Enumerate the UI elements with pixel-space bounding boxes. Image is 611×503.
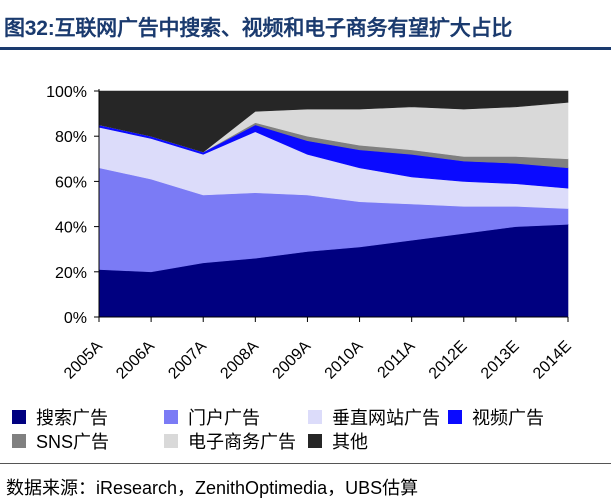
x-tick-label: 2006A — [113, 338, 158, 383]
y-tick-label: 20% — [55, 265, 87, 282]
x-tick-label: 2005A — [61, 338, 106, 383]
legend-label: 门户广告 — [188, 408, 260, 428]
legend-item: 搜索广告 — [12, 406, 108, 428]
chart-legend: 搜索广告 门户广告 垂直网站广告 视频广告 SNS广告 电子商务广告 其他 — [12, 406, 607, 454]
x-tick-label: 2007A — [165, 338, 210, 383]
title-rule — [0, 47, 611, 50]
legend-label: 视频广告 — [472, 408, 544, 428]
stacked-area-chart: 0%20%40%60%80%100%2005A 2006A 2007A 2008A 20… — [46, 84, 575, 383]
area-series-7 — [98, 90, 569, 153]
legend-swatch — [448, 410, 462, 424]
legend-item: 门户广告 — [164, 406, 260, 428]
legend-label: SNS广告 — [36, 432, 110, 452]
x-tick-label: 2010A — [322, 338, 367, 383]
x-tick-label: 2012E — [426, 338, 471, 383]
x-tick-label: 2008A — [217, 338, 262, 383]
x-tick-label: 2013E — [478, 338, 523, 383]
legend-label: 垂直网站广告 — [332, 408, 440, 428]
legend-item: 视频广告 — [448, 406, 544, 428]
legend-label: 电子商务广告 — [188, 432, 296, 452]
source-rule — [0, 463, 611, 464]
source-note: 数据来源：iResearch，ZenithOptimedia，UBS估算 — [6, 478, 419, 498]
legend-label: 其他 — [332, 432, 368, 452]
legend-swatch — [12, 410, 26, 424]
chart-title: 图32:互联网广告中搜索、视频和电子商务有望扩大占比 — [4, 17, 513, 40]
legend-item: 其他 — [308, 430, 368, 452]
y-tick-label: 0% — [64, 310, 87, 327]
legend-swatch — [308, 434, 322, 448]
legend-swatch — [12, 434, 26, 448]
legend-item: 垂直网站广告 — [308, 406, 440, 428]
legend-item: SNS广告 — [12, 430, 109, 452]
legend-item: 电子商务广告 — [164, 430, 296, 452]
y-tick-label: 40% — [55, 220, 87, 237]
legend-swatch — [164, 410, 178, 424]
y-tick-label: 100% — [46, 84, 87, 101]
y-tick-label: 80% — [55, 129, 87, 146]
y-tick-label: 60% — [55, 174, 87, 191]
legend-swatch — [164, 434, 178, 448]
x-tick-label: 2014E — [530, 338, 575, 383]
x-tick-label: 2011A — [375, 338, 419, 382]
x-tick-label: 2009A — [270, 338, 315, 383]
legend-swatch — [308, 410, 322, 424]
legend-label: 搜索广告 — [36, 408, 108, 428]
